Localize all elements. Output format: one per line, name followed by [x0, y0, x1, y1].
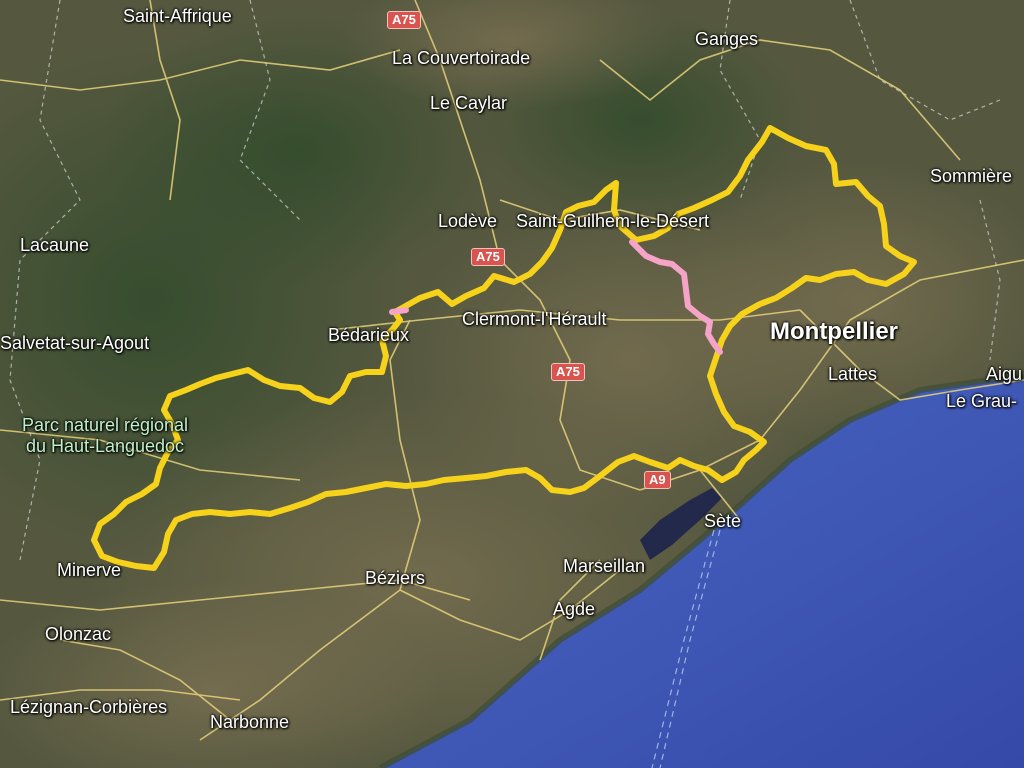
place-label-olonzac[interactable]: Olonzac	[45, 624, 112, 644]
coastline-edge	[378, 375, 1024, 768]
place-label-le-grau[interactable]: Le Grau-	[946, 391, 1018, 411]
admin-boundaries	[9, 0, 1001, 561]
place-label-park[interactable]: Parc naturel régional du Haut-Languedoc	[21, 415, 189, 456]
place-label-montpellier[interactable]: Montpellier	[770, 318, 899, 345]
plain-area-montpellier	[660, 160, 1024, 440]
place-label-marseillan[interactable]: Marseillan	[563, 556, 646, 576]
route-main-loop	[91, 125, 917, 571]
place-label-lodeve[interactable]: Lodève	[438, 211, 498, 231]
place-label-minerve[interactable]: Minerve	[57, 560, 122, 580]
place-label-lattes[interactable]: Lattes	[828, 364, 878, 384]
road-shield-a75-mid: A75	[471, 248, 505, 266]
place-label-aigues[interactable]: Aigu	[986, 364, 1023, 384]
place-label-le-caylar[interactable]: Le Caylar	[430, 93, 508, 113]
place-label-la-couvertoirade[interactable]: La Couvertoirade	[392, 48, 531, 68]
place-label-lacaune[interactable]: Lacaune	[20, 235, 90, 255]
place-label-narbonne[interactable]: Narbonne	[210, 712, 290, 732]
plain-area-narbonne	[0, 580, 440, 768]
road-network	[0, 0, 1024, 741]
thau-lagoon	[640, 488, 722, 560]
plateau-larzac	[340, 0, 680, 110]
place-label-clermont[interactable]: Clermont-l'Hérault	[462, 309, 607, 329]
road-shield-a75-low: A75	[551, 363, 585, 381]
place-label-saint-guilhem[interactable]: Saint-Guilhem-le-Désert	[516, 211, 710, 231]
place-label-lezignan[interactable]: Lézignan-Corbières	[10, 697, 168, 717]
place-label-sete[interactable]: Sète	[704, 511, 742, 531]
place-label-beziers[interactable]: Béziers	[365, 568, 426, 588]
place-label-salvetat[interactable]: Salvetat-sur-Agout	[0, 333, 150, 353]
place-label-bedarieux[interactable]: Bédarieux	[328, 325, 410, 345]
place-label-sommieres[interactable]: Sommière	[930, 166, 1013, 186]
maritime-boundary	[659, 529, 721, 768]
road-shield-a9: A9	[644, 471, 671, 489]
road-shield-a75-top: A75	[387, 11, 421, 29]
route-alternate-segment	[629, 239, 723, 355]
place-label-saint-affrique[interactable]: Saint-Affrique	[123, 6, 232, 26]
place-label-ganges[interactable]: Ganges	[695, 29, 759, 49]
maritime-boundary-2	[651, 529, 715, 768]
place-label-agde[interactable]: Agde	[553, 599, 596, 619]
route-alternate-stub	[389, 307, 409, 315]
